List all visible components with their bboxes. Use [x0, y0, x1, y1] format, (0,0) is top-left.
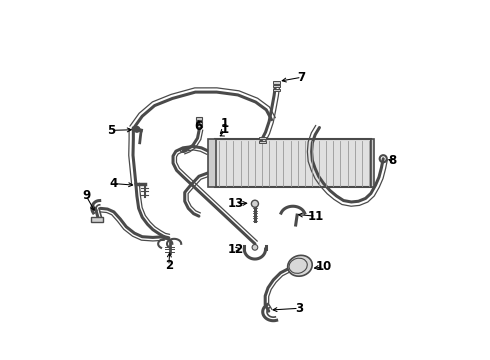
Bar [196, 124, 202, 127]
Circle shape [134, 126, 140, 132]
Bar [371, 139, 374, 187]
Text: 13: 13 [228, 197, 244, 210]
Bar [215, 139, 371, 187]
Text: 11: 11 [308, 210, 324, 222]
Text: 10: 10 [316, 260, 332, 273]
Bar [273, 85, 280, 87]
Text: 2: 2 [165, 259, 173, 272]
Bar [91, 216, 103, 222]
Text: 8: 8 [388, 154, 396, 167]
Bar [259, 137, 266, 139]
Text: 5: 5 [107, 124, 115, 137]
Circle shape [252, 244, 258, 250]
Text: 3: 3 [295, 302, 303, 315]
Text: 4: 4 [109, 177, 117, 190]
Text: 7: 7 [297, 71, 306, 84]
Text: 1: 1 [220, 117, 228, 130]
Bar [208, 139, 216, 187]
Text: 1: 1 [220, 123, 228, 136]
Bar [259, 141, 266, 143]
Bar [273, 81, 280, 84]
Text: 6: 6 [194, 120, 202, 132]
Bar [196, 121, 202, 123]
Circle shape [251, 200, 258, 207]
Text: 12: 12 [228, 243, 244, 256]
Bar [273, 89, 280, 91]
Bar [196, 117, 202, 120]
Text: 9: 9 [82, 189, 90, 202]
Ellipse shape [288, 255, 312, 276]
